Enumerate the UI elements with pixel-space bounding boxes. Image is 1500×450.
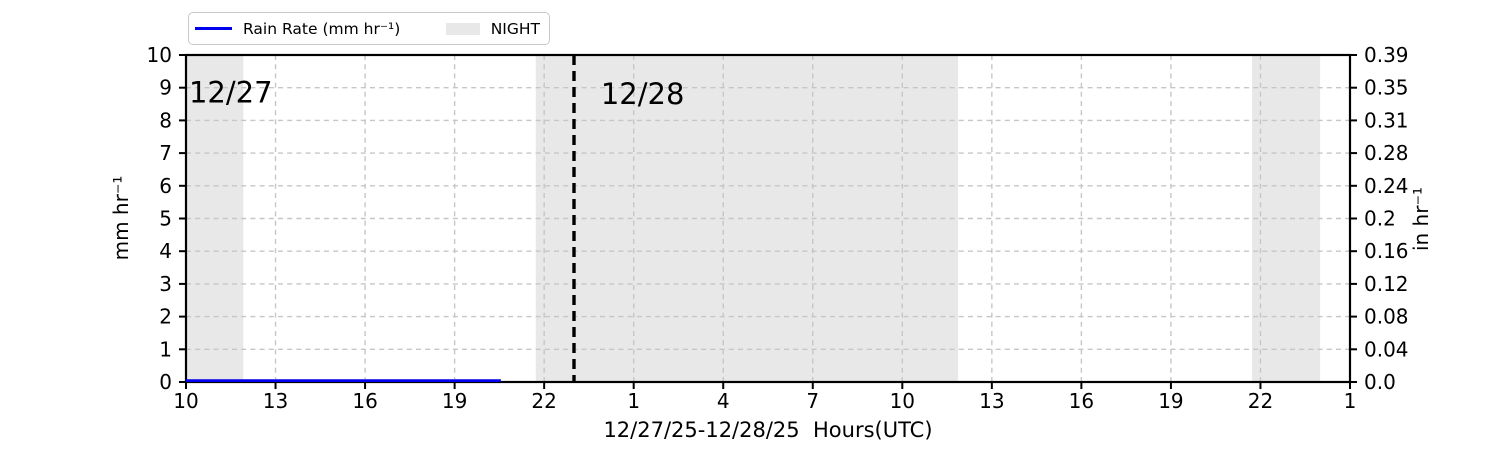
y-right-tick-label: 0.28: [1364, 141, 1409, 165]
x-tick-label: 16: [352, 389, 377, 413]
date-annotation: 12/28: [601, 77, 685, 111]
x-tick-label: 10: [890, 389, 915, 413]
x-axis-label: 12/27/25-12/28/25 Hours(UTC): [603, 418, 932, 442]
y-left-tick-label: 3: [159, 272, 172, 296]
y-right-tick-label: 0.04: [1364, 337, 1409, 361]
legend-label-rain-rate: Rain Rate (mm hr⁻¹): [243, 19, 401, 38]
x-tick-label: 13: [979, 389, 1004, 413]
legend-label-night: NIGHT: [490, 19, 540, 38]
y-axis-label-right: in hr⁻¹: [1409, 187, 1433, 251]
y-left-tick-label: 6: [159, 174, 172, 198]
x-tick-label: 19: [1158, 389, 1183, 413]
night-patch-swatch: [445, 22, 480, 35]
rain-rate-line-swatch: [195, 26, 232, 31]
x-tick-label: 10: [173, 389, 198, 413]
x-tick-label: 1: [627, 389, 640, 413]
y-right-tick-label: 0.12: [1364, 272, 1409, 296]
y-left-tick-label: 9: [159, 76, 172, 100]
x-tick-label: 7: [806, 389, 819, 413]
legend-item-rain-rate: Rain Rate (mm hr⁻¹): [195, 20, 400, 38]
x-tick-label: 4: [717, 389, 730, 413]
x-tick-label: 22: [531, 389, 556, 413]
y-right-tick-label: 0.0: [1364, 370, 1396, 394]
x-tick-label: 19: [442, 389, 467, 413]
y-left-tick-label: 10: [147, 43, 172, 67]
y-left-tick-label: 5: [159, 207, 172, 231]
y-left-tick-label: 0: [159, 370, 172, 394]
y-left-tick-label: 4: [159, 239, 172, 263]
y-right-tick-label: 0.39: [1364, 43, 1409, 67]
y-left-tick-label: 8: [159, 108, 172, 132]
legend-item-night: NIGHT: [445, 19, 540, 38]
x-tick-label: 16: [1069, 389, 1094, 413]
date-annotation: 12/27: [189, 76, 273, 110]
y-left-tick-label: 2: [159, 305, 172, 329]
legend: Rain Rate (mm hr⁻¹) NIGHT: [188, 12, 550, 45]
y-right-tick-label: 0.2: [1364, 207, 1396, 231]
y-left-tick-label: 1: [159, 337, 172, 361]
y-right-tick-label: 0.31: [1364, 108, 1409, 132]
x-tick-label: 1: [1344, 389, 1357, 413]
y-right-tick-label: 0.35: [1364, 76, 1409, 100]
y-left-tick-label: 7: [159, 141, 172, 165]
y-right-tick-label: 0.08: [1364, 305, 1409, 329]
x-tick-label: 22: [1248, 389, 1273, 413]
y-right-tick-label: 0.16: [1364, 239, 1409, 263]
x-tick-label: 13: [263, 389, 288, 413]
y-axis-label-left: mm hr⁻¹: [109, 176, 133, 261]
y-right-tick-label: 0.24: [1364, 174, 1409, 198]
